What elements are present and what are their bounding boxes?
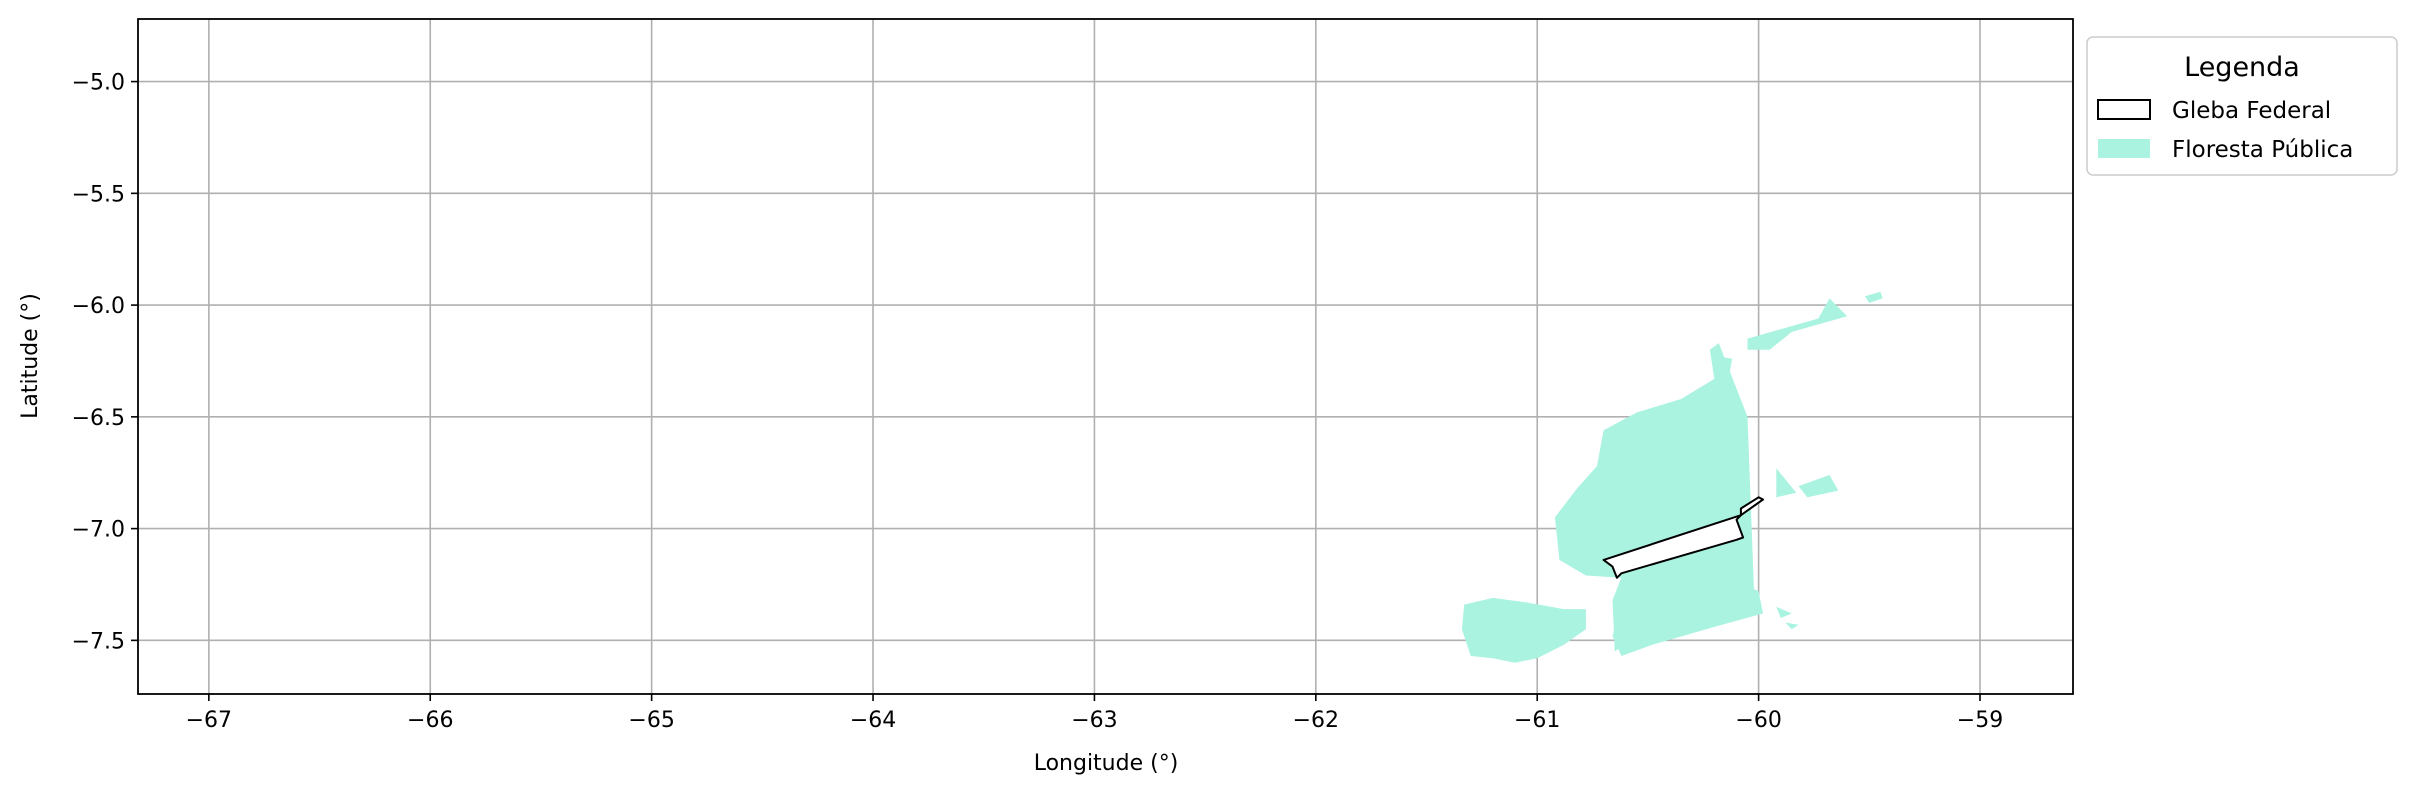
x-tick-label: −61	[1514, 708, 1560, 733]
y-tick-label: −6.0	[72, 294, 125, 319]
gleba-federal-boundary	[1739, 496, 1764, 517]
x-axis-label: Longitude (°)	[1034, 751, 1179, 776]
map-features	[1461, 291, 1883, 663]
floresta-publica-area	[1461, 597, 1586, 663]
x-tick-label: −67	[186, 708, 232, 733]
floresta-publica-area	[1864, 291, 1883, 303]
legend-title: Legenda	[2184, 52, 2300, 83]
floresta-publica-area	[1785, 622, 1799, 630]
y-tick-label: −7.5	[72, 629, 125, 654]
floresta-publica-area	[1612, 573, 1763, 656]
y-axis-label: Latitude (°)	[18, 293, 43, 419]
legend: Legenda Gleba Federal Floresta Pública	[2086, 36, 2398, 176]
floresta-publica-area	[1776, 606, 1792, 618]
legend-swatch-floresta-publica	[2098, 139, 2150, 158]
y-tick-label: −5.0	[72, 71, 125, 96]
x-tick-label: −63	[1071, 708, 1117, 733]
x-tick-label: −60	[1735, 708, 1781, 733]
y-tick-label: −6.5	[72, 406, 125, 431]
x-tick-label: −59	[1957, 708, 2003, 733]
legend-label-gleba-federal: Gleba Federal	[2172, 98, 2331, 124]
x-tick-label: −66	[407, 708, 453, 733]
legend-box	[2086, 36, 2398, 176]
floresta-publica-area	[1776, 468, 1797, 498]
floresta-publica-area	[1718, 356, 1733, 373]
axis-ticks: −67 −66 −65 −64 −63 −62 −61 −60 −59 −5.0 −5.5 −6.0 −…	[72, 71, 2004, 733]
x-tick-label: −62	[1293, 708, 1339, 733]
y-tick-label: −5.5	[72, 182, 125, 207]
floresta-publica-area	[1747, 298, 1848, 350]
y-tick-label: −7.0	[72, 518, 125, 543]
legend-swatch-gleba-federal	[2097, 99, 2151, 120]
legend-label-floresta-publica: Floresta Pública	[2172, 137, 2353, 163]
plot-frame	[137, 18, 2074, 695]
floresta-publica-area	[1798, 475, 1839, 498]
x-tick-label: −64	[850, 708, 896, 733]
x-tick-label: −65	[628, 708, 674, 733]
gleba-federal-boundary	[1602, 514, 1745, 579]
